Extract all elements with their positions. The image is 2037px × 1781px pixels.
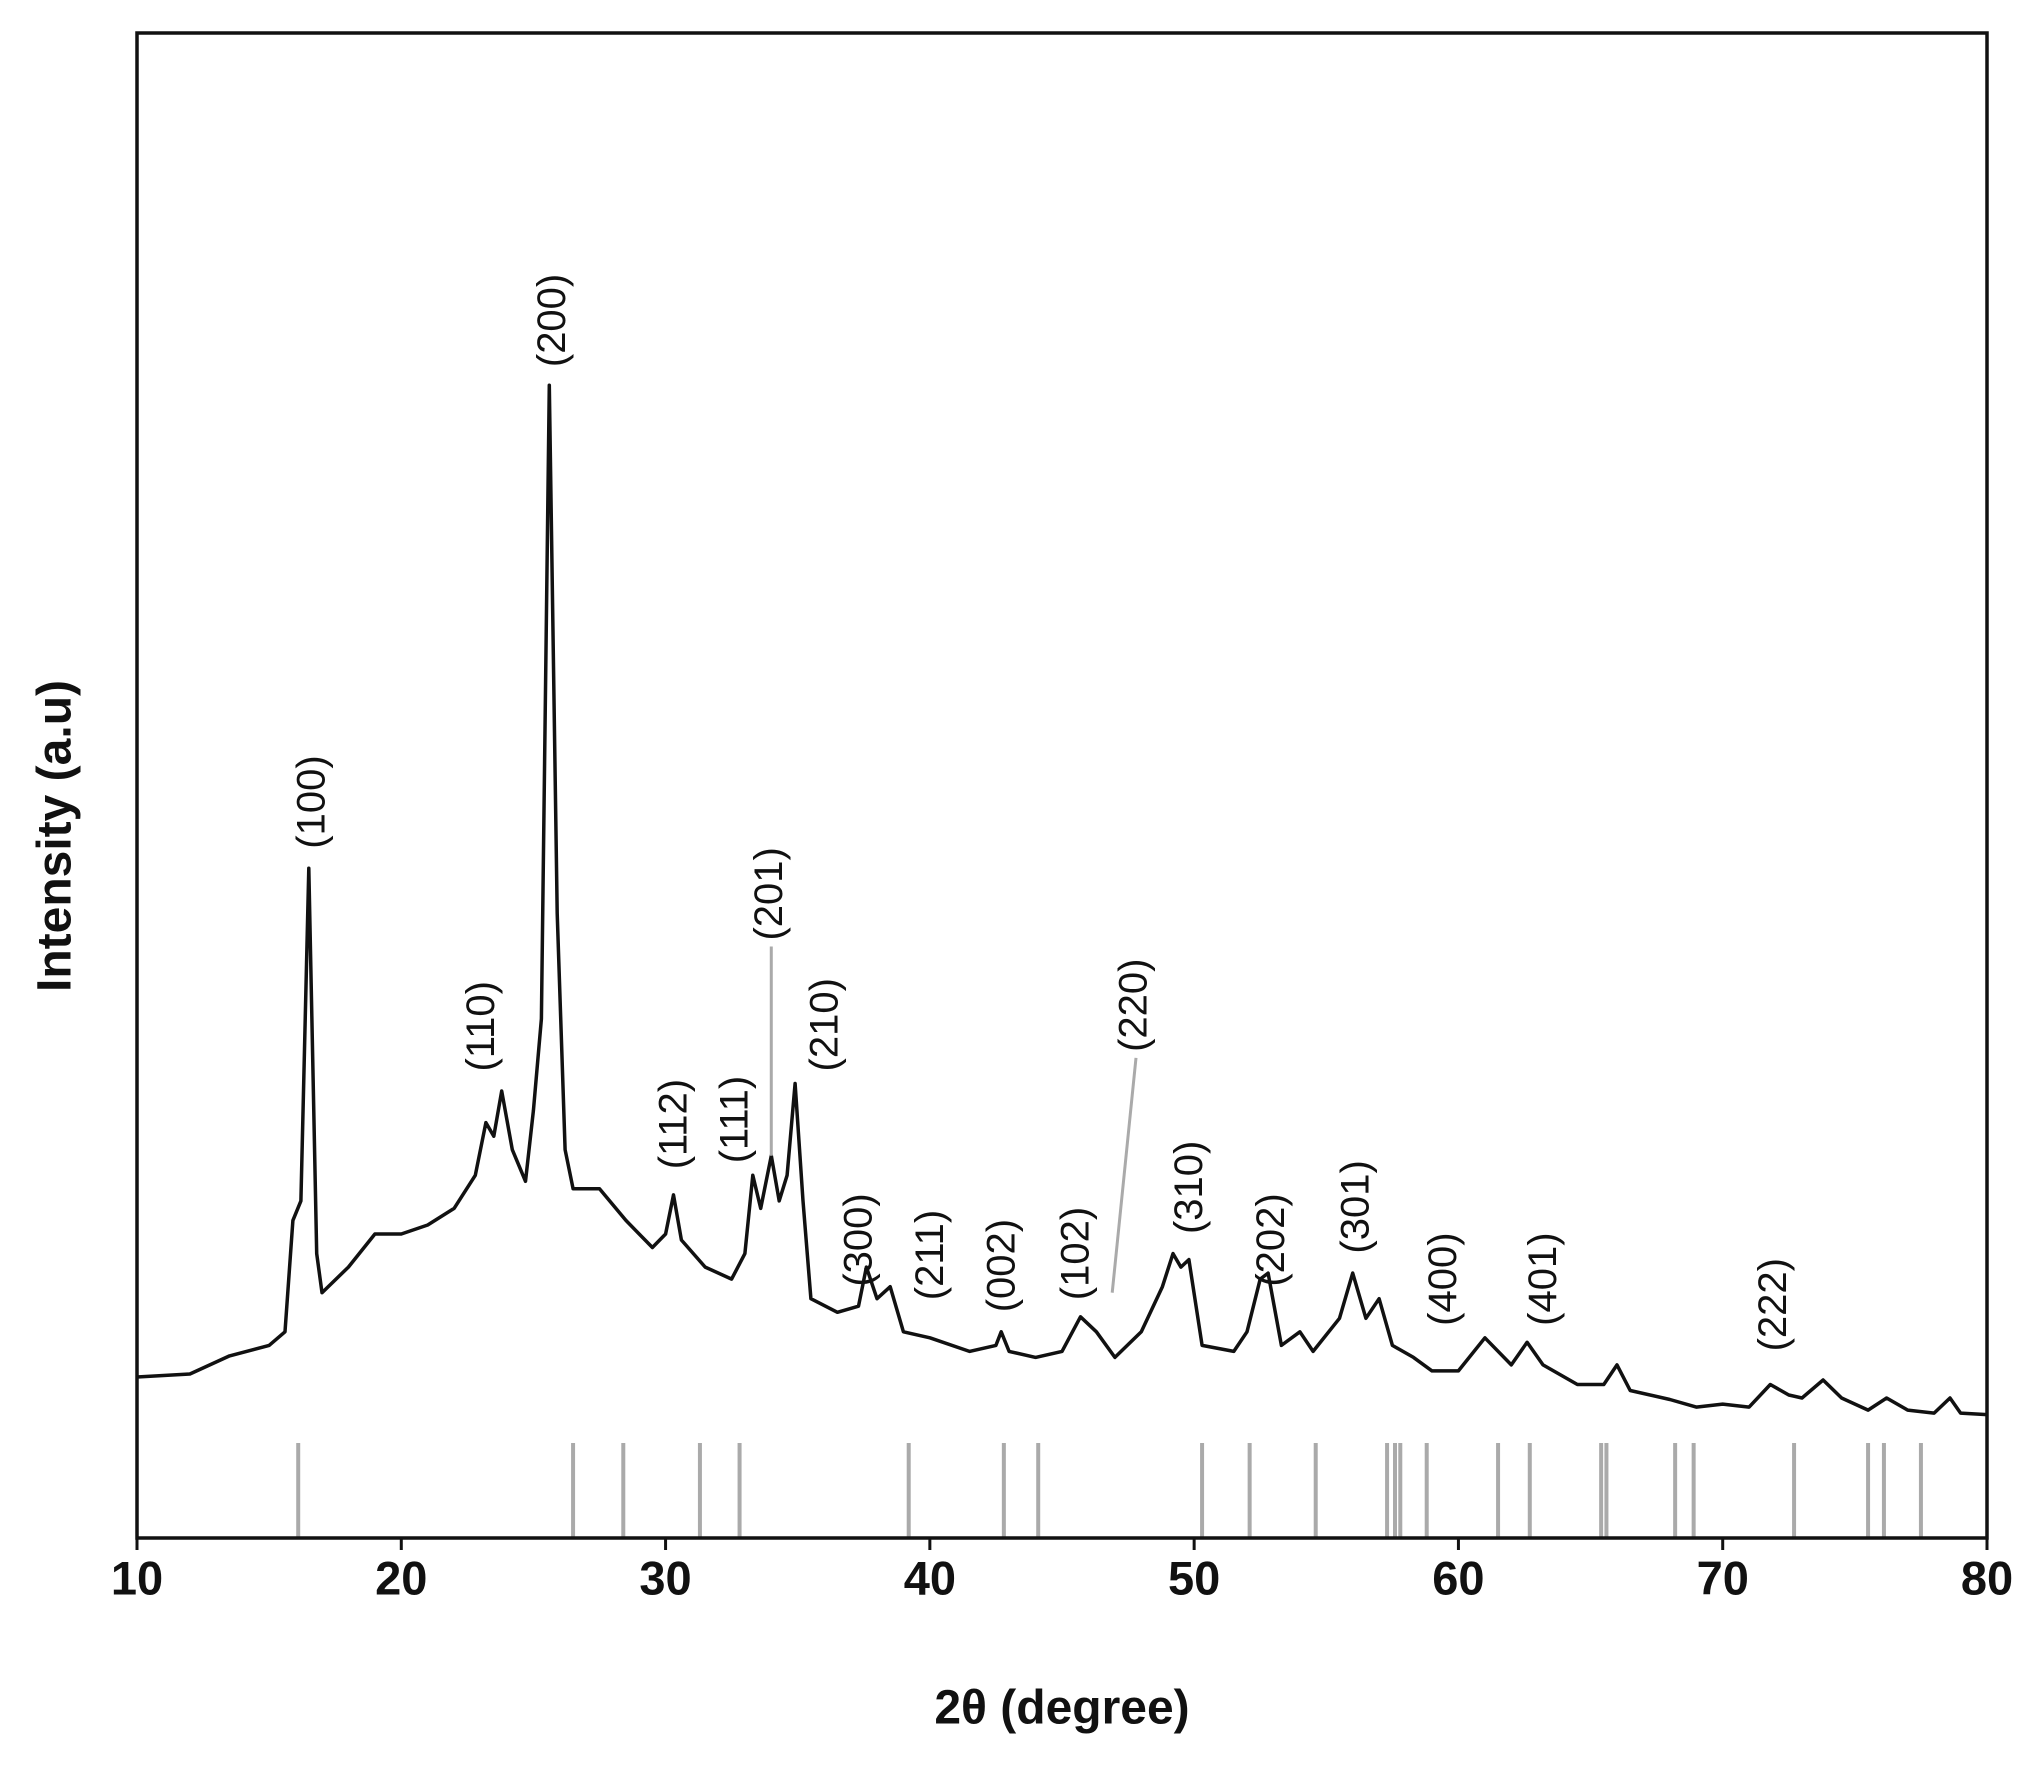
x-axis-label: 2θ (degree) <box>934 1682 1189 1735</box>
plot-frame <box>135 31 1989 1540</box>
x-tick-label: 40 <box>904 1551 956 1604</box>
peak-label: (111) <box>712 1076 756 1163</box>
peak-label: (200) <box>530 274 574 367</box>
peak-label: (211) <box>908 1210 952 1300</box>
peak-label: (401) <box>1521 1232 1565 1325</box>
leader-line <box>1110 1057 1138 1293</box>
x-tick-label: 80 <box>1961 1551 2013 1604</box>
peak-label: (202) <box>1249 1193 1293 1286</box>
peak-label: (301) <box>1334 1160 1378 1253</box>
y-axis-label: Intensity (a.u) <box>29 680 82 992</box>
peak-label: (112) <box>652 1079 696 1169</box>
xrd-curve <box>136 383 1988 1417</box>
x-tick-label: 10 <box>111 1551 163 1604</box>
peak-label: (002) <box>979 1219 1023 1312</box>
peak-label: (210) <box>802 978 846 1071</box>
peak-label: (102) <box>1053 1207 1097 1300</box>
peak-label: (400) <box>1421 1232 1465 1325</box>
peak-label: (300) <box>837 1193 881 1286</box>
peak-label: (110) <box>459 981 503 1071</box>
peak-label: (201) <box>747 847 791 940</box>
x-tick-label: 60 <box>1432 1551 1484 1604</box>
peak-label: (222) <box>1751 1258 1795 1351</box>
peak-label: (220) <box>1112 959 1156 1052</box>
x-tick-label: 50 <box>1168 1551 1220 1604</box>
x-tick-label: 30 <box>639 1551 691 1604</box>
x-tick-label: 70 <box>1697 1551 1749 1604</box>
peak-label: (310) <box>1167 1141 1211 1234</box>
peak-label: (100) <box>290 755 334 848</box>
x-tick-label: 20 <box>375 1551 427 1604</box>
